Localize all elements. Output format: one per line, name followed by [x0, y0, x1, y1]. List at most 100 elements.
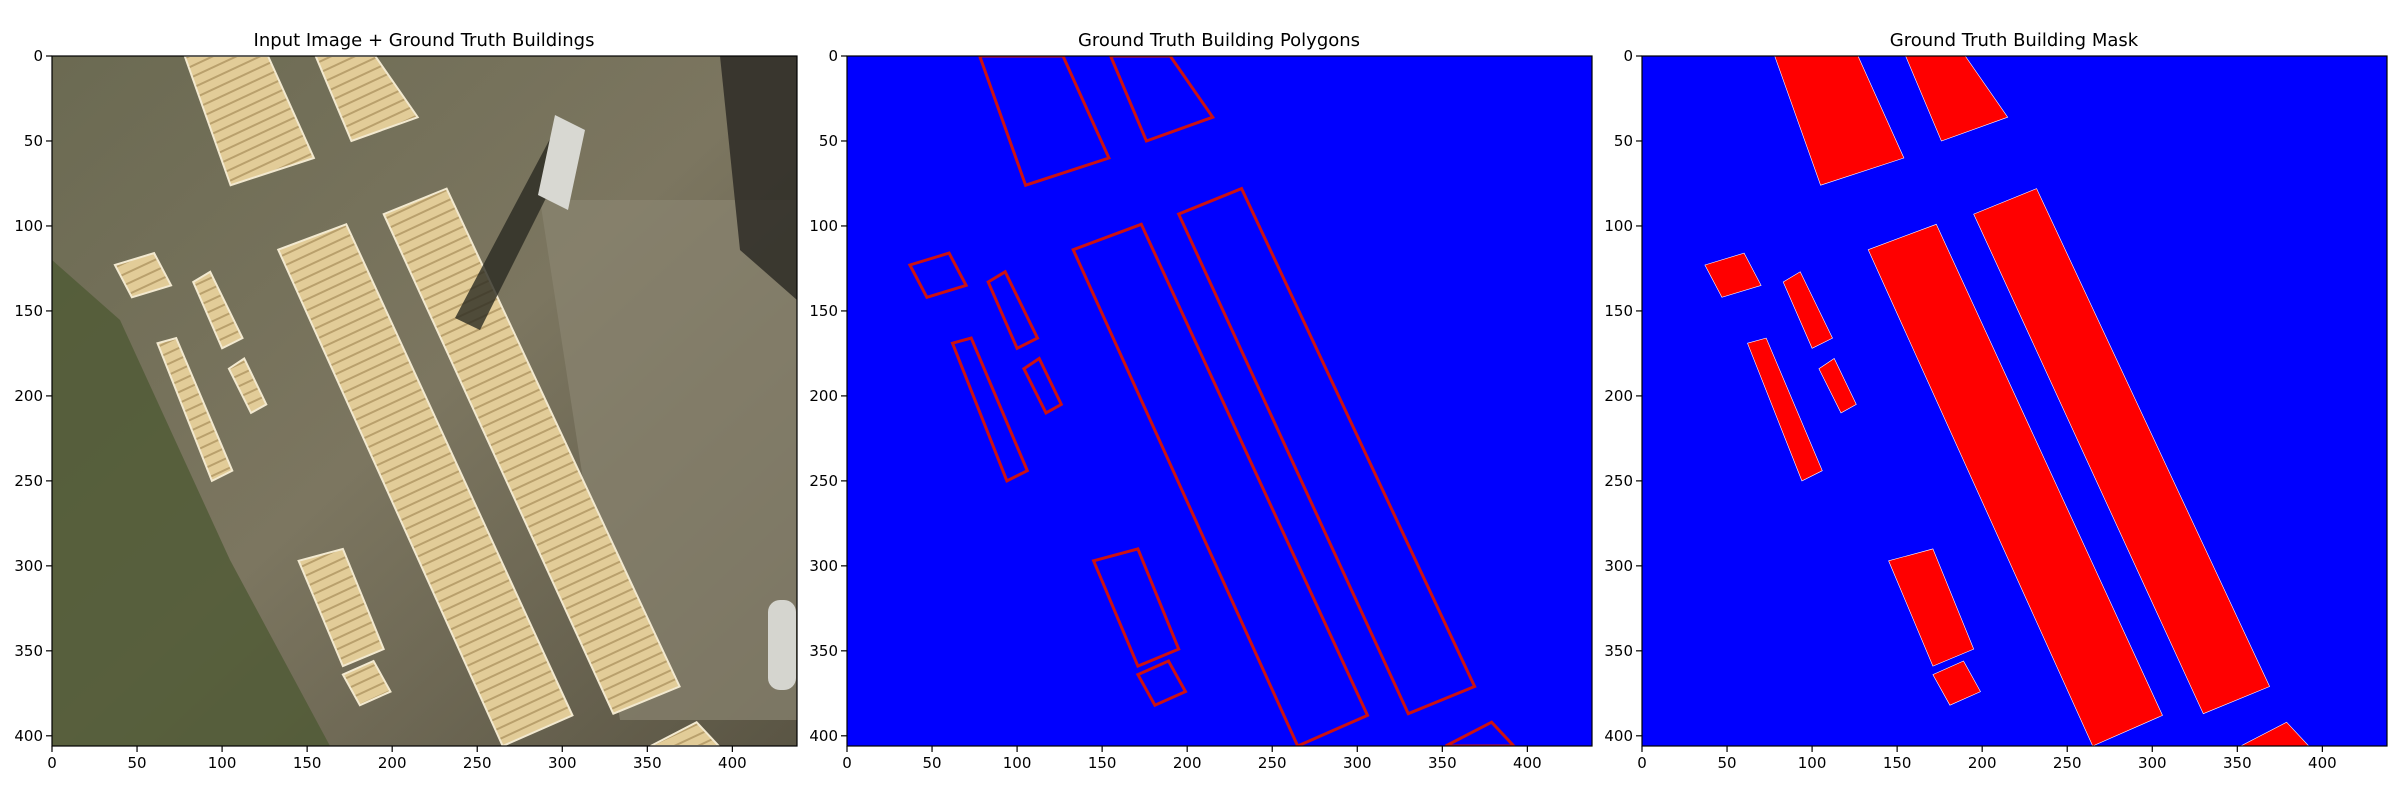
y-tick-label: 100: [809, 217, 838, 235]
panel-building-polygons: Ground Truth Building Polygons 0 50 100 150…: [809, 30, 1593, 772]
building-polygon-outline: [1108, 56, 1216, 143]
silo-tower: [455, 115, 585, 330]
building-mask-fill: [1747, 337, 1823, 482]
image-building-roof: [227, 357, 268, 415]
y-tick-label: 50: [1614, 132, 1633, 150]
y-tick-label: 350: [1604, 642, 1633, 660]
y-tick-label: 400: [14, 727, 43, 745]
y-tick-label: 350: [14, 642, 43, 660]
x-tick-label: 150: [1088, 754, 1117, 772]
y-axis-mask: 0 50 100 150 200 250 300 350 400: [1604, 47, 1642, 745]
x-tick-label: 50: [127, 754, 146, 772]
x-tick-label: 300: [548, 754, 577, 772]
y-tick-label: 200: [809, 387, 838, 405]
y-tick-label: 150: [1604, 302, 1633, 320]
x-tick-label: 0: [47, 754, 57, 772]
silo-tower-lower: [768, 600, 796, 690]
x-tick-label: 200: [378, 754, 407, 772]
y-tick-label: 300: [809, 557, 838, 575]
y-tick-label: 300: [1604, 557, 1633, 575]
image-buildings: [113, 56, 721, 746]
satellite-image: [52, 56, 797, 746]
building-polygon-outline: [978, 56, 1111, 188]
image-building-roof: [297, 547, 386, 668]
y-axis-input: 0 50 100 150 200 250 300 350 400: [14, 47, 52, 745]
x-tick-label: 250: [2053, 754, 2082, 772]
image-building-roof: [156, 336, 234, 483]
image-building-roof: [183, 56, 316, 187]
y-tick-label: 250: [809, 472, 838, 490]
x-tick-label: 100: [1003, 754, 1032, 772]
x-tick-label: 150: [293, 754, 322, 772]
axes-frame-input: [51, 55, 798, 747]
building-polygon-outline: [950, 336, 1030, 483]
polygons-background: [847, 56, 1592, 746]
image-building-roof: [276, 223, 574, 746]
y-tick-label: 250: [14, 472, 43, 490]
building-polygon-outline: [1071, 222, 1370, 746]
y-tick-label: 50: [819, 132, 838, 150]
building-mask-fill: [1932, 660, 1981, 706]
building-mask-fill: [1774, 56, 1905, 186]
building-polygon-outline: [1176, 186, 1477, 716]
y-tick-label: 400: [809, 727, 838, 745]
y-tick-label: 150: [14, 302, 43, 320]
x-tick-label: 0: [842, 754, 852, 772]
x-axis-polygons: 0 50 100 150 200 250 300 350 400: [842, 746, 1542, 772]
building-polygon-outline: [1445, 720, 1516, 746]
x-tick-label: 300: [1343, 754, 1372, 772]
building-polygon-outline: [1091, 547, 1181, 669]
x-tick-label: 350: [1428, 754, 1457, 772]
x-tick-label: 350: [633, 754, 662, 772]
y-tick-label: 200: [1604, 387, 1633, 405]
x-tick-label: 250: [1258, 754, 1287, 772]
x-tick-label: 200: [1968, 754, 1997, 772]
x-axis-mask: 0 50 100 150 200 250 300 350 400: [1637, 746, 2337, 772]
axes-frame-polygons: [846, 55, 1593, 747]
panel-title-polygons: Ground Truth Building Polygons: [1078, 30, 1360, 51]
image-building-roof: [341, 659, 392, 707]
x-tick-label: 250: [463, 754, 492, 772]
building-mask-fill: [1818, 358, 1857, 414]
y-tick-label: 0: [1623, 47, 1633, 65]
building-mask-fill: [1905, 56, 2009, 142]
image-building-roof: [191, 270, 244, 350]
y-tick-label: 0: [828, 47, 838, 65]
x-tick-label: 50: [1717, 754, 1736, 772]
building-mask-fill: [1704, 252, 1762, 298]
y-tick-label: 0: [33, 47, 43, 65]
image-building-roof: [650, 720, 721, 746]
y-tick-label: 350: [809, 642, 838, 660]
x-axis-input: 0 50 100 150 200 250 300 350 400: [47, 746, 747, 772]
x-tick-label: 300: [2138, 754, 2167, 772]
y-tick-label: 50: [24, 132, 43, 150]
x-tick-label: 200: [1173, 754, 1202, 772]
x-tick-label: 100: [208, 754, 237, 772]
building-mask-fill: [1973, 188, 2271, 715]
y-axis-polygons: 0 50 100 150 200 250 300 350 400: [809, 47, 847, 745]
x-tick-label: 50: [922, 754, 941, 772]
image-building-roof: [382, 187, 681, 715]
x-tick-label: 0: [1637, 754, 1647, 772]
y-tick-label: 100: [1604, 217, 1633, 235]
building-polygon-outline: [986, 269, 1040, 351]
building-mask-fill: [1782, 271, 1833, 349]
panel-building-mask: Ground Truth Building Mask 0 50 100 150 200 2…: [1604, 30, 2388, 772]
x-tick-label: 100: [1798, 754, 1827, 772]
x-tick-label: 400: [1513, 754, 1542, 772]
building-mask-fill: [2240, 721, 2310, 746]
axes-frame-mask: [1641, 55, 2388, 747]
y-tick-label: 100: [14, 217, 43, 235]
image-building-roof: [314, 56, 420, 143]
grass-area: [52, 260, 330, 746]
y-tick-label: 250: [1604, 472, 1633, 490]
y-tick-label: 300: [14, 557, 43, 575]
panel-title-input: Input Image + Ground Truth Buildings: [254, 30, 595, 51]
building-mask-fill: [1888, 548, 1975, 667]
mask-fills: [1704, 56, 2310, 746]
panel-input-image: Input Image + Ground Truth Buildings 0 50…: [14, 30, 798, 772]
x-tick-label: 150: [1883, 754, 1912, 772]
x-tick-label: 350: [2223, 754, 2252, 772]
building-polygon-outline: [907, 251, 969, 300]
